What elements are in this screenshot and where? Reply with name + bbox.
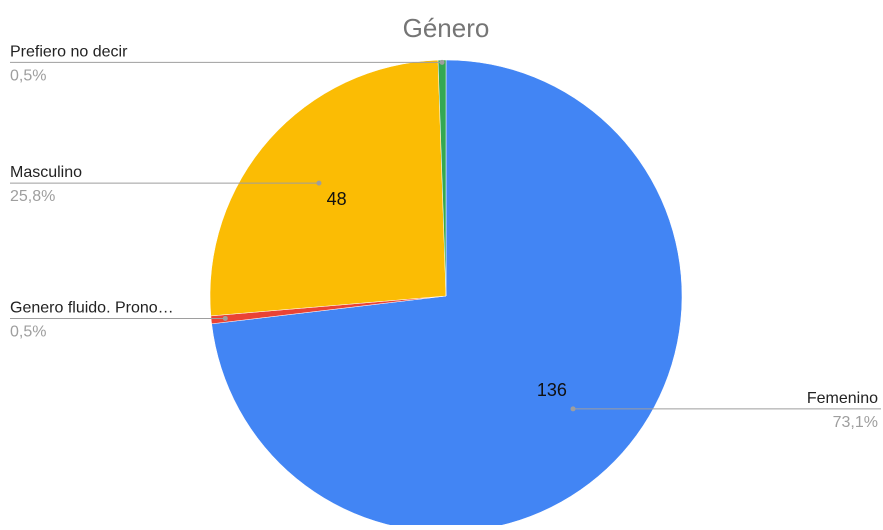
pie-slices (209, 59, 683, 530)
slice-labels: 136 Femenino 73,1% Genero fluido. Prono… 0,5… (10, 43, 878, 430)
slice-name-label: Genero fluido. Prono… (10, 299, 174, 316)
slice-name-label: Prefiero no decir (10, 43, 128, 60)
pie-slice-masculino (209, 59, 447, 317)
slice-name-label: Femenino (807, 390, 878, 407)
leader-lines (10, 59, 881, 412)
pie-slice-femenino (211, 59, 683, 530)
slice-value-label: 136 (537, 380, 567, 400)
slice-value-label: 48 (327, 189, 347, 209)
chart-title: Género (403, 13, 490, 43)
slice-percent-label: 0,5% (10, 323, 46, 340)
slice-percent-label: 25,8% (10, 188, 55, 205)
slice-percent-label: 73,1% (833, 414, 878, 431)
slice-percent-label: 0,5% (10, 67, 46, 84)
slice-name-label: Masculino (10, 164, 82, 181)
